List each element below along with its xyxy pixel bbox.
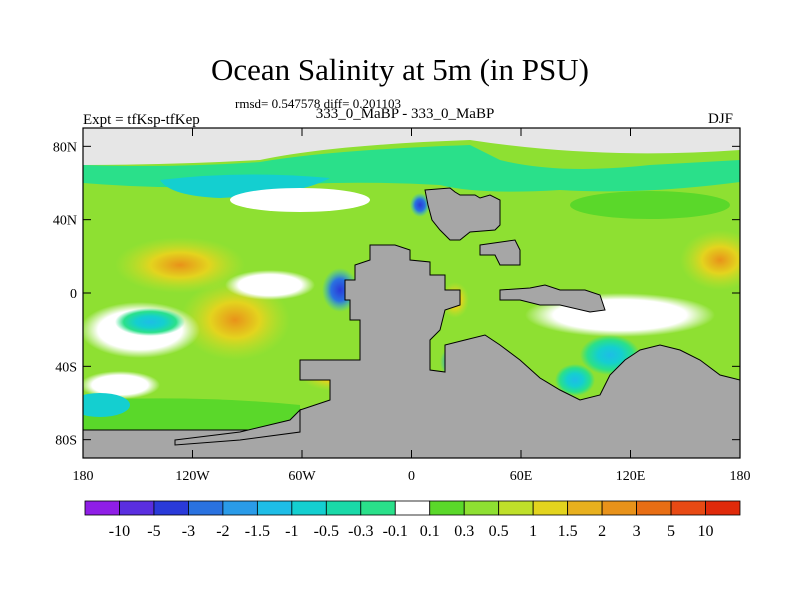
colorbar-label: 10 — [698, 523, 714, 540]
map-field — [83, 128, 740, 458]
chart-title: Ocean Salinity at 5m (in PSU) — [211, 52, 589, 87]
season-label: DJF — [708, 111, 734, 127]
land-north-block — [424, 187, 501, 241]
field-north-cyan — [160, 174, 330, 198]
colorbar-label: 3 — [633, 523, 641, 540]
colorbar: -10 -5 -3 -2 -1.5 -1 -0.5 -0.3 -0.1 0.1 0.3 0.5 1 1.5… — [84, 500, 741, 540]
land-east-block — [479, 239, 521, 266]
colorbar-label: -0.3 — [348, 523, 373, 540]
x-tick-label: 120W — [175, 469, 210, 484]
colorbar-swatch — [84, 500, 120, 516]
colorbar-label: -10 — [109, 523, 130, 540]
colorbar-label: 1.5 — [558, 523, 578, 540]
colorbar-swatch — [360, 500, 396, 516]
land-masses — [83, 187, 740, 458]
field-south-cyan — [83, 393, 130, 417]
y-tick-label: 40N — [53, 214, 77, 229]
field-south-band — [83, 398, 300, 430]
comparison-label: 333_0_MaBP - 333_0_MaBP — [315, 106, 495, 122]
colorbar-swatch — [188, 500, 224, 516]
x-tick-label: 0 — [408, 469, 415, 484]
y-tick-label: 80S — [55, 434, 77, 449]
colorbar-label: -0.5 — [314, 523, 339, 540]
colorbar-label: -3 — [182, 523, 195, 540]
colorbar-swatch — [256, 500, 293, 516]
colorbar-swatch — [429, 500, 465, 516]
field-north-white-patch — [230, 188, 370, 212]
colorbar-swatch — [394, 500, 431, 516]
field-orange-sw — [180, 280, 290, 360]
colorbar-label: 2 — [598, 523, 606, 540]
colorbar-swatch — [325, 500, 362, 516]
colorbar-label: -0.1 — [383, 523, 408, 540]
colorbar-swatch — [153, 500, 189, 516]
field-white-mid — [225, 270, 315, 300]
field-north-white — [83, 128, 740, 165]
land-south-spit — [174, 408, 301, 446]
x-tick-label: 180 — [73, 469, 94, 484]
field-blue-north — [410, 193, 430, 217]
colorbar-swatch — [119, 500, 155, 516]
field-cyan-indian-2 — [555, 364, 595, 396]
colorbar-label: -2 — [216, 523, 229, 540]
land-southern-supercontinent — [83, 244, 740, 458]
colorbar-swatch — [463, 500, 500, 516]
field-blue-coast — [322, 268, 358, 312]
colorbar-swatch — [567, 500, 603, 516]
y-tick-label: 40S — [55, 360, 77, 375]
field-orange-nw — [115, 237, 245, 293]
colorbar-label: 0.3 — [454, 523, 474, 540]
colorbar-label: -1.5 — [245, 523, 270, 540]
chart-subtitle: rmsd= 0.547578 diff= 0.201103 — [235, 96, 401, 111]
x-axis: 180 120W 60W 0 60E 120E 180 — [73, 128, 751, 484]
colorbar-swatch — [636, 500, 672, 516]
colorbar-label: 5 — [667, 523, 675, 540]
x-tick-label: 60W — [288, 469, 316, 484]
colorbar-label: -5 — [147, 523, 160, 540]
y-tick-label: 0 — [70, 287, 77, 302]
experiment-label: Expt = tfKsp-tfKep — [83, 112, 200, 128]
field-orange-e — [680, 230, 740, 290]
colorbar-label: -1 — [285, 523, 298, 540]
y-axis: 80N 40N 0 40S 80S — [53, 140, 740, 449]
colorbar-swatch — [532, 500, 569, 516]
field-cyan-sw — [115, 308, 185, 336]
colorbar-label: 1 — [529, 523, 537, 540]
colorbar-swatch — [705, 500, 741, 516]
colorbar-swatch — [670, 500, 706, 516]
x-tick-label: 60E — [510, 469, 533, 484]
land-east-strip — [499, 284, 606, 313]
field-north-pacific — [570, 191, 730, 219]
colorbar-label: 0.5 — [489, 523, 509, 540]
x-tick-label: 120E — [616, 469, 646, 484]
colorbar-label: 0.1 — [420, 523, 440, 540]
colorbar-swatch — [498, 500, 534, 516]
colorbar-swatch — [291, 500, 327, 516]
field-white-south — [83, 371, 160, 399]
y-tick-label: 80N — [53, 140, 77, 155]
x-tick-label: 180 — [730, 469, 751, 484]
colorbar-swatch — [222, 500, 258, 516]
colorbar-swatch — [601, 500, 637, 516]
